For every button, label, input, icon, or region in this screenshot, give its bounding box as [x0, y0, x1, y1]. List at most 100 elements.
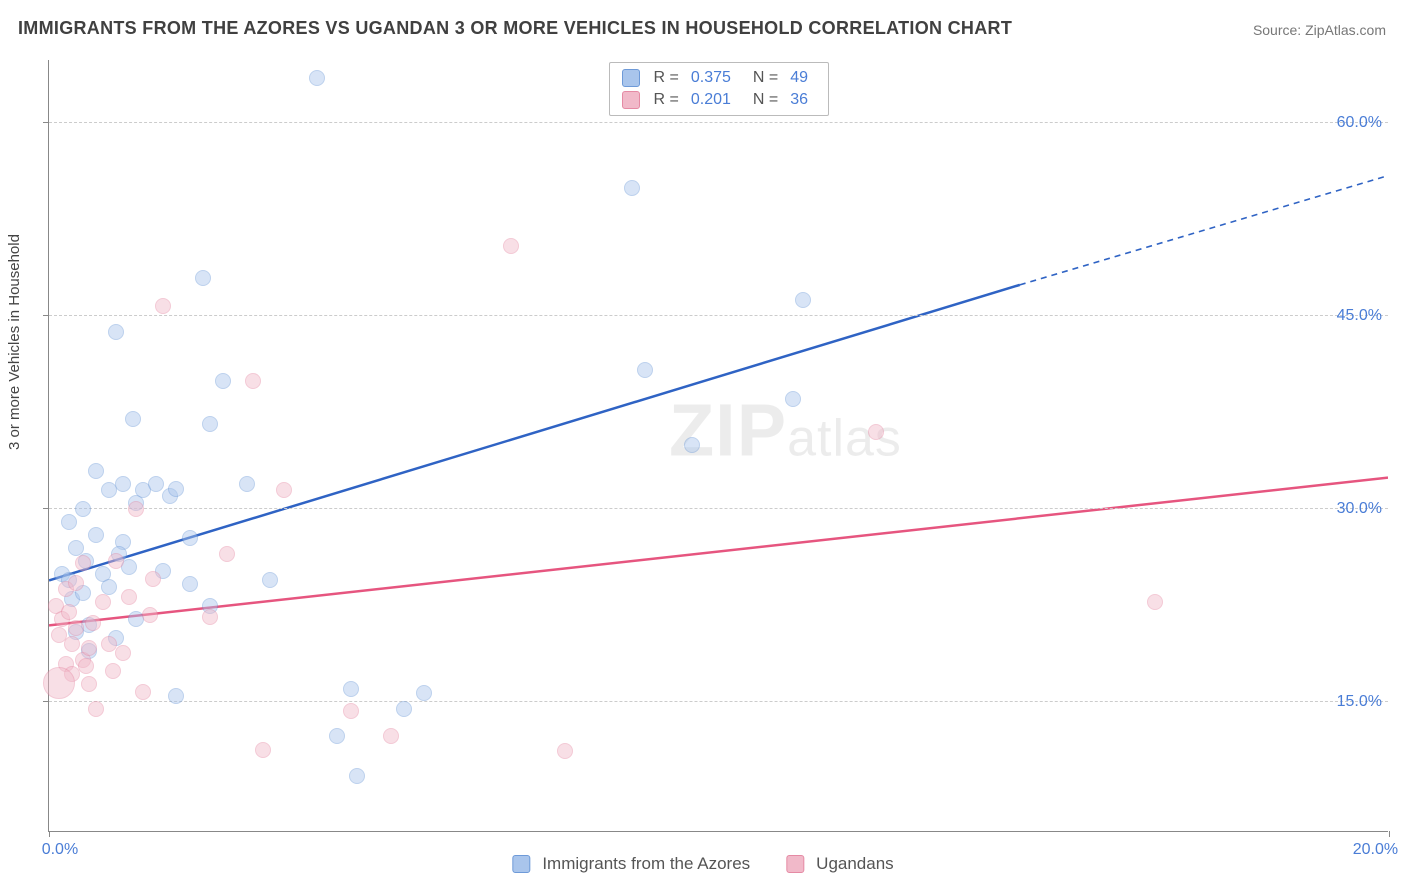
- x-tick-label: 20.0%: [1353, 841, 1398, 859]
- source-label: Source:: [1253, 22, 1301, 38]
- scatter-point: [343, 681, 359, 697]
- x-tick-label: 0.0%: [42, 841, 78, 859]
- scatter-point: [329, 728, 345, 744]
- legend-series-item: Ugandans: [786, 854, 894, 874]
- source-attribution: Source: ZipAtlas.com: [1253, 22, 1386, 38]
- scatter-point: [557, 743, 573, 759]
- legend-r-label: R =: [654, 91, 679, 109]
- scatter-point: [78, 658, 94, 674]
- legend-swatch: [622, 91, 640, 109]
- scatter-point: [219, 546, 235, 562]
- scatter-point: [637, 362, 653, 378]
- legend-series-label: Ugandans: [816, 854, 894, 874]
- legend-stats-row: R =0.375N =49: [622, 67, 816, 89]
- scatter-point: [202, 416, 218, 432]
- scatter-point: [142, 607, 158, 623]
- scatter-point: [101, 579, 117, 595]
- scatter-point: [215, 373, 231, 389]
- scatter-point: [61, 604, 77, 620]
- scatter-point: [61, 514, 77, 530]
- scatter-point: [168, 481, 184, 497]
- source-value: ZipAtlas.com: [1305, 22, 1386, 38]
- legend-n-value: 49: [790, 69, 808, 87]
- scatter-point: [182, 576, 198, 592]
- scatter-point: [85, 615, 101, 631]
- scatter-point: [1147, 594, 1163, 610]
- scatter-point: [195, 270, 211, 286]
- gridline-h: [49, 701, 1388, 702]
- y-tick-label: 45.0%: [1337, 307, 1382, 325]
- y-tick-mark: [43, 315, 49, 316]
- watermark-sub: atlas: [787, 410, 902, 468]
- y-tick-label: 60.0%: [1337, 114, 1382, 132]
- scatter-point: [128, 501, 144, 517]
- scatter-point: [88, 527, 104, 543]
- trend-line-extrapolated: [1020, 176, 1388, 285]
- scatter-point: [148, 476, 164, 492]
- scatter-point: [785, 391, 801, 407]
- gridline-h: [49, 315, 1388, 316]
- scatter-point: [108, 324, 124, 340]
- legend-series-label: Immigrants from the Azores: [542, 854, 750, 874]
- legend-series: Immigrants from the Azores Ugandans: [512, 854, 893, 874]
- scatter-point: [168, 688, 184, 704]
- legend-stats: R =0.375N =49R =0.201N =36: [609, 62, 829, 116]
- scatter-point: [105, 663, 121, 679]
- scatter-point: [68, 575, 84, 591]
- plot-area: ZIPatlas R =0.375N =49R =0.201N =36 15.0…: [48, 60, 1388, 832]
- scatter-point: [309, 70, 325, 86]
- legend-stats-row: R = 0.201 N = 36: [622, 89, 816, 111]
- legend-r-label: R =: [654, 69, 679, 87]
- scatter-point: [108, 553, 124, 569]
- scatter-point: [503, 238, 519, 254]
- y-tick-label: 30.0%: [1337, 500, 1382, 518]
- scatter-point: [145, 571, 161, 587]
- y-tick-mark: [43, 508, 49, 509]
- gridline-h: [49, 122, 1388, 123]
- y-tick-label: 15.0%: [1337, 693, 1382, 711]
- y-tick-mark: [43, 122, 49, 123]
- scatter-point: [68, 620, 84, 636]
- x-tick-mark: [49, 831, 50, 837]
- legend-swatch: [786, 855, 804, 873]
- scatter-point: [684, 437, 700, 453]
- scatter-point: [75, 555, 91, 571]
- scatter-point: [95, 594, 111, 610]
- scatter-point: [396, 701, 412, 717]
- legend-n-label: N =: [753, 91, 778, 109]
- scatter-point: [416, 685, 432, 701]
- legend-n-value: 36: [790, 91, 808, 109]
- trend-lines-layer: [49, 60, 1388, 831]
- scatter-point: [121, 589, 137, 605]
- scatter-point: [81, 676, 97, 692]
- gridline-h: [49, 508, 1388, 509]
- scatter-point: [88, 701, 104, 717]
- scatter-point: [245, 373, 261, 389]
- scatter-point: [75, 501, 91, 517]
- scatter-point: [115, 476, 131, 492]
- scatter-point: [349, 768, 365, 784]
- scatter-point: [868, 424, 884, 440]
- scatter-point: [383, 728, 399, 744]
- scatter-point: [202, 609, 218, 625]
- scatter-point: [255, 742, 271, 758]
- scatter-point: [64, 636, 80, 652]
- scatter-point: [155, 298, 171, 314]
- y-tick-mark: [43, 701, 49, 702]
- legend-series-item: Immigrants from the Azores: [512, 854, 750, 874]
- scatter-point: [239, 476, 255, 492]
- scatter-point: [135, 684, 151, 700]
- scatter-point: [125, 411, 141, 427]
- scatter-point: [88, 463, 104, 479]
- legend-swatch: [622, 69, 640, 87]
- scatter-point: [115, 645, 131, 661]
- legend-swatch: [512, 855, 530, 873]
- watermark-main: ZIP: [669, 389, 787, 472]
- scatter-point-large: [43, 667, 75, 699]
- legend-r-value: 0.201: [691, 91, 731, 109]
- scatter-point: [262, 572, 278, 588]
- scatter-point: [182, 530, 198, 546]
- scatter-point: [81, 640, 97, 656]
- scatter-point: [343, 703, 359, 719]
- legend-n-label: N =: [753, 69, 778, 87]
